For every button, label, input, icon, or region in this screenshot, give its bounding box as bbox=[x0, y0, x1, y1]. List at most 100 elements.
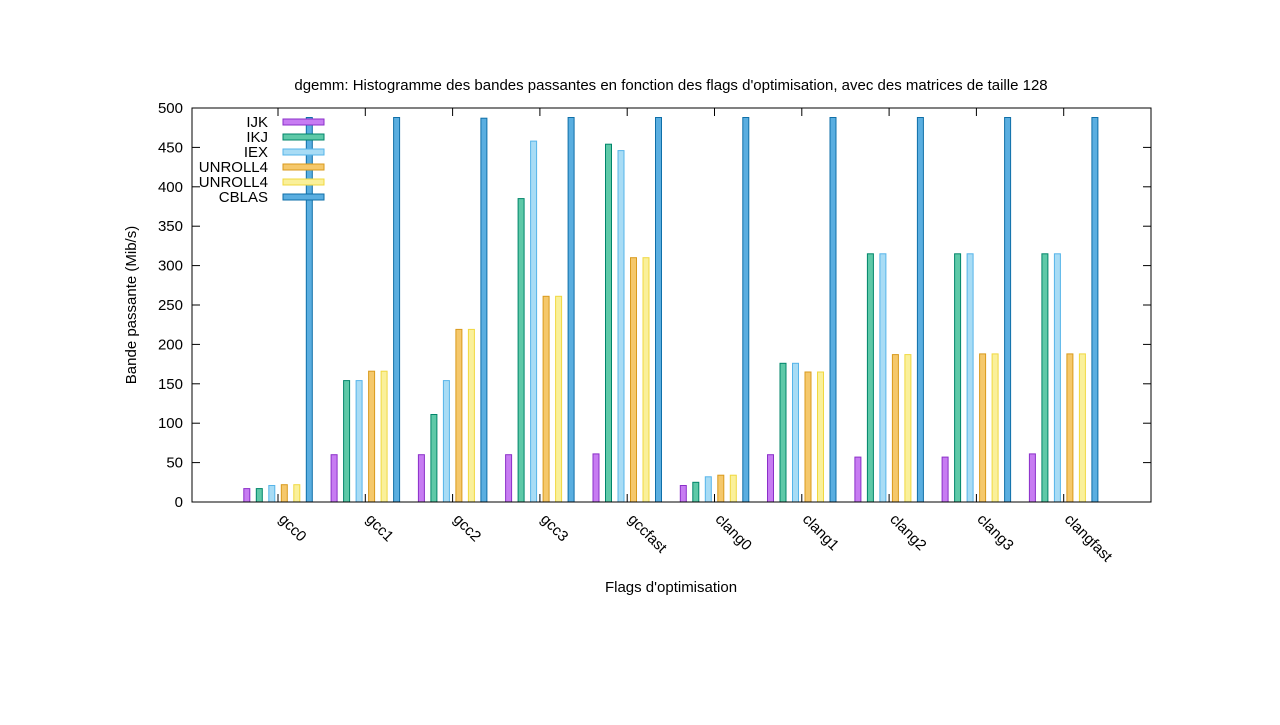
bar bbox=[542, 295, 550, 503]
bar bbox=[305, 117, 313, 503]
bar bbox=[293, 484, 301, 503]
bar bbox=[380, 370, 388, 503]
bar bbox=[941, 456, 949, 503]
legend-label: IKJ bbox=[246, 129, 268, 146]
bar bbox=[517, 198, 525, 503]
legend-swatch bbox=[282, 148, 325, 156]
y-tick-label: 250 bbox=[158, 297, 183, 314]
y-tick-label: 200 bbox=[158, 336, 183, 353]
legend-label: IEX bbox=[244, 144, 268, 161]
legend-swatch bbox=[282, 178, 325, 186]
bar bbox=[505, 454, 513, 503]
bar bbox=[692, 481, 700, 503]
bar bbox=[1091, 117, 1099, 503]
x-tick-label: clang2 bbox=[886, 511, 929, 554]
bar bbox=[442, 380, 450, 503]
x-tick-label: gcc3 bbox=[537, 511, 571, 545]
x-tick-label: clangfast bbox=[1061, 511, 1116, 566]
y-axis-label: Bande passante (Mib/s) bbox=[123, 226, 140, 384]
x-tick-label: gcc2 bbox=[450, 511, 484, 545]
bar bbox=[1041, 253, 1049, 503]
bar bbox=[255, 488, 263, 503]
bar bbox=[655, 117, 662, 503]
bar bbox=[243, 488, 251, 503]
bar bbox=[1066, 353, 1074, 503]
bar bbox=[792, 362, 799, 503]
bar bbox=[704, 476, 712, 503]
bars-group bbox=[243, 117, 1099, 503]
bar bbox=[343, 380, 351, 503]
bar bbox=[804, 371, 812, 503]
y-tick-label: 400 bbox=[158, 179, 183, 196]
legend-label: UNROLL4 bbox=[199, 159, 268, 176]
bar bbox=[617, 150, 625, 503]
y-tick-label: 0 bbox=[175, 494, 183, 511]
bar bbox=[866, 253, 874, 503]
bar bbox=[567, 117, 575, 503]
bar bbox=[742, 117, 750, 503]
y-tick-label: 100 bbox=[158, 415, 183, 432]
bar bbox=[605, 143, 612, 503]
chart-title: dgemm: Histogramme des bandes passantes … bbox=[294, 77, 1047, 94]
bar bbox=[1004, 117, 1012, 503]
y-tick-label: 350 bbox=[158, 218, 183, 235]
legend-swatch bbox=[282, 163, 325, 171]
bar bbox=[280, 484, 288, 503]
x-tick-label: clang0 bbox=[712, 511, 755, 554]
x-tick-label: clang3 bbox=[974, 511, 1017, 554]
legend-label: CBLAS bbox=[219, 189, 268, 206]
y-tick-label: 150 bbox=[158, 376, 183, 393]
bar bbox=[779, 362, 787, 503]
x-tick-label: clang1 bbox=[799, 511, 842, 554]
bar bbox=[979, 353, 987, 503]
bar bbox=[679, 485, 687, 503]
bar bbox=[991, 353, 999, 503]
bar bbox=[455, 328, 463, 503]
bar bbox=[891, 354, 899, 503]
bar bbox=[879, 253, 887, 503]
bar bbox=[904, 354, 912, 503]
legend-swatch bbox=[282, 118, 325, 126]
bar bbox=[393, 117, 401, 503]
bar bbox=[729, 474, 737, 503]
y-tick-label: 50 bbox=[166, 455, 183, 472]
x-axis-label: Flags d'optimisation bbox=[605, 579, 737, 596]
bar bbox=[368, 370, 376, 503]
bar bbox=[480, 117, 488, 503]
y-tick-label: 450 bbox=[158, 139, 183, 156]
bar bbox=[355, 380, 363, 503]
bar bbox=[1078, 353, 1086, 503]
bar bbox=[467, 328, 475, 503]
bar bbox=[592, 453, 600, 503]
x-tick-label: gccfast bbox=[624, 511, 670, 557]
x-tick-label: gcc1 bbox=[362, 511, 396, 545]
bar bbox=[954, 253, 962, 503]
bar bbox=[530, 140, 538, 503]
bar bbox=[767, 454, 774, 503]
bar bbox=[417, 454, 425, 503]
bar bbox=[854, 456, 862, 503]
legend-label: UNROLL4 bbox=[199, 174, 268, 191]
bar bbox=[1053, 253, 1061, 503]
legend-label: IJK bbox=[246, 114, 268, 131]
y-tick-label: 300 bbox=[158, 258, 183, 275]
bar bbox=[430, 414, 438, 503]
bar bbox=[817, 371, 824, 503]
legend-swatch bbox=[282, 193, 325, 201]
bar bbox=[330, 454, 338, 503]
bar bbox=[1028, 453, 1036, 503]
bar bbox=[966, 253, 974, 503]
x-tick-label: gcc0 bbox=[275, 511, 309, 545]
legend-swatch bbox=[282, 133, 325, 141]
bar bbox=[268, 485, 276, 503]
bar bbox=[555, 295, 563, 503]
y-tick-label: 500 bbox=[158, 100, 183, 117]
bar bbox=[717, 474, 725, 503]
bar bbox=[916, 117, 924, 503]
bar bbox=[829, 117, 837, 503]
bar bbox=[642, 257, 650, 503]
bar bbox=[630, 257, 637, 503]
